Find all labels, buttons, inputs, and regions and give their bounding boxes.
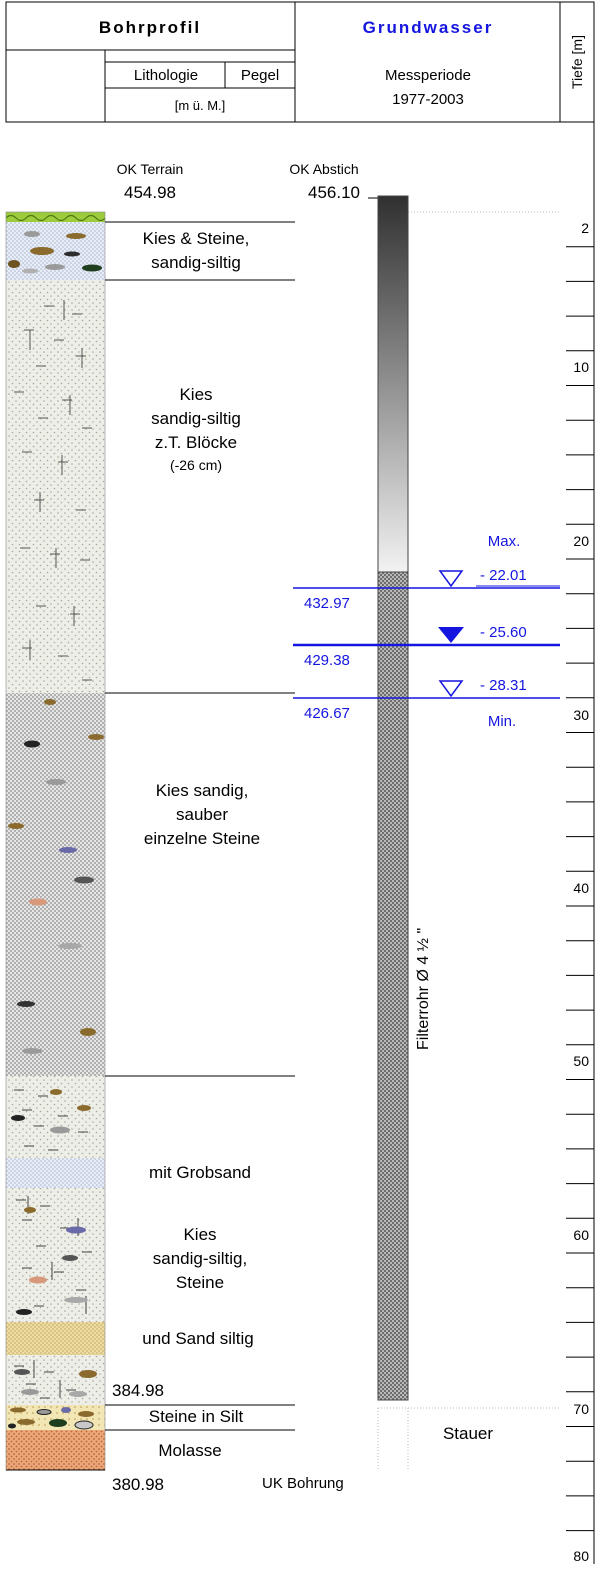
water-max-elevation: 432.97 (304, 595, 350, 612)
layer5-line1: Kies (183, 1225, 216, 1244)
layer3-line1: Kies sandig, (156, 781, 249, 800)
header-lithologie: Lithologie (134, 67, 198, 84)
gravel-bottom-elevation: 384.98 (112, 1381, 164, 1400)
layer-boundaries (6, 221, 295, 1471)
uk-bohrung-label: UK Bohrung (262, 1475, 344, 1492)
layer-descriptions: Kies & Steine, sandig-siltig Kies sandig… (112, 229, 344, 1494)
water-mean-depth: - 25.60 (480, 624, 527, 641)
layer5-line2: sandig-siltig, (153, 1249, 248, 1268)
depth-tick-20: 20 (573, 533, 589, 549)
header: Bohrprofil Grundwasser Lithologie Pegel … (5, 1, 595, 123)
header-messperiode: Messperiode (385, 67, 471, 84)
water-max-label: Max. (488, 533, 521, 550)
lithology-column (5, 211, 106, 1471)
ok-abstich-label: OK Abstich (289, 161, 358, 177)
depth-tick-60: 60 (573, 1227, 589, 1243)
layer-kies-steine-lower (6, 1188, 105, 1322)
layer1-line2: sandig-siltig (151, 253, 241, 272)
layer8-line1: Molasse (158, 1441, 221, 1460)
stauer-label: Stauer (443, 1424, 493, 1443)
layer2-line2: sandig-siltig (151, 409, 241, 428)
water-min-triangle (438, 680, 464, 698)
layer-sand-siltig (6, 1322, 105, 1355)
filter-pipe-label: Filterrohr Ø 4 ½ " (415, 928, 432, 1050)
layer3-line3: einzelne Steine (144, 829, 260, 848)
depth-tick-labels: 2 10 20 30 40 50 60 70 80 (573, 220, 589, 1564)
water-levels: Max. Min. - 22.01 432.97 - 25.60 429.38 … (293, 533, 560, 730)
layer6-line1: und Sand siltig (142, 1329, 254, 1348)
layer2-line4: (-26 cm) (170, 457, 222, 473)
layer1-line1: Kies & Steine, (143, 229, 250, 248)
layer7-line1: Steine in Silt (149, 1407, 244, 1426)
depth-tick-40: 40 (573, 880, 589, 896)
header-pegel: Pegel (241, 67, 279, 84)
ok-abstich-value: 456.10 (308, 183, 360, 202)
layer2-line1: Kies (179, 385, 212, 404)
layer3-line2: sauber (176, 805, 228, 824)
ok-terrain-label: OK Terrain (117, 161, 184, 177)
header-units: [m ü. M.] (175, 98, 226, 113)
water-min-depth: - 28.31 (480, 677, 527, 694)
depth-tick-80: 80 (573, 1548, 589, 1564)
depth-tick-30: 30 (573, 707, 589, 723)
pipe-filter-section (377, 571, 409, 1401)
layer2-line3: z.T. Blöcke (155, 433, 237, 452)
water-max-triangle (438, 570, 464, 588)
pegel-pipe: Filterrohr Ø 4 ½ " Stauer (377, 195, 493, 1443)
layer-kies-sandig-sauber (6, 693, 105, 1076)
layer-molasse (6, 1430, 105, 1470)
water-mean-triangle (438, 627, 464, 643)
layer-grobsand (6, 1158, 105, 1188)
depth-tick-50: 50 (573, 1053, 589, 1069)
pipe-solid-section (377, 195, 409, 573)
layer-kies-bottom (6, 1355, 105, 1405)
top-labels: OK Terrain 454.98 OK Abstich 456.10 (117, 161, 378, 202)
header-depth-label: Tiefe [m] (569, 35, 585, 89)
depth-tick-2: 2 (581, 220, 589, 236)
water-max-depth: - 22.01 (480, 567, 527, 584)
depth-tick-lines (566, 246, 594, 1532)
header-title-bohrprofil: Bohrprofil (99, 18, 201, 37)
ok-terrain-value: 454.98 (124, 183, 176, 202)
layer5-line3: Steine (176, 1273, 224, 1292)
header-title-grundwasser: Grundwasser (363, 18, 494, 37)
water-min-elevation: 426.67 (304, 705, 350, 722)
water-min-label: Min. (488, 713, 516, 730)
header-messperiode-years: 1977-2003 (392, 91, 464, 108)
layer-kies-sandig-siltig (6, 280, 105, 693)
depth-tick-10: 10 (573, 359, 589, 375)
layer4-line1: mit Grobsand (149, 1163, 251, 1182)
water-mean-elevation: 429.38 (304, 652, 350, 669)
depth-axis: 2 10 20 30 40 50 60 70 80 (566, 122, 595, 1564)
depth-tick-70: 70 (573, 1401, 589, 1417)
uk-bohrung-value: 380.98 (112, 1475, 164, 1494)
